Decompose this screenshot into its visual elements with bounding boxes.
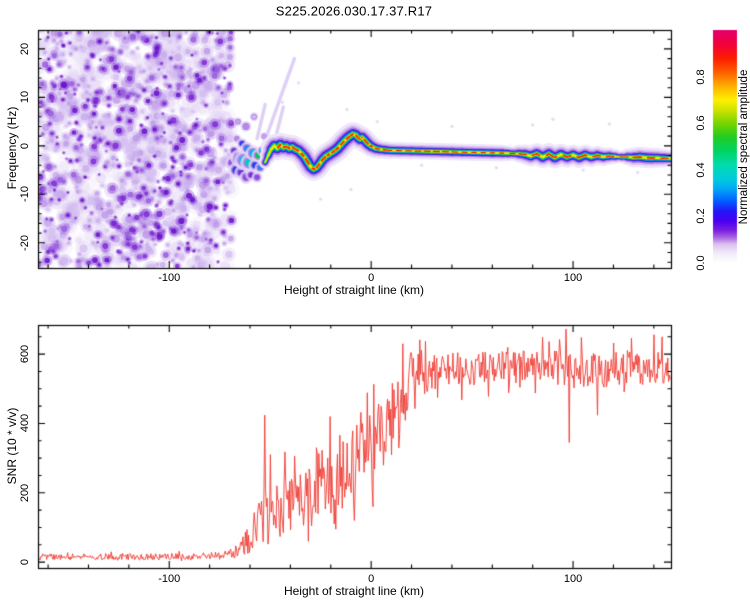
top-y-tick-label: 0 xyxy=(19,142,31,149)
bottom-x-axis-title: Height of straight line (km) xyxy=(283,584,425,598)
top-x-tick-label: 0 xyxy=(368,272,375,284)
bottom-y-tick-label: 200 xyxy=(19,483,31,502)
top-x-tick-label: 100 xyxy=(563,272,583,284)
top-x-tick-label: -100 xyxy=(158,272,181,284)
page-title: S225.2026.030.17.37.R17 xyxy=(275,3,433,19)
bottom-y-tick-label: 400 xyxy=(19,414,31,433)
bottom-x-tick-label: 100 xyxy=(563,573,583,585)
top-y-tick-label: 20 xyxy=(19,42,31,56)
colorbar-tick-label: 0.2 xyxy=(695,208,707,225)
top-x-axis-title: Height of straight line (km) xyxy=(283,283,425,297)
colorbar-tick-label: 0.0 xyxy=(695,255,707,271)
bottom-y-tick-label: 600 xyxy=(19,344,31,364)
colorbar-tick-label: 0.6 xyxy=(695,115,707,131)
top-y-tick-label: 10 xyxy=(19,91,31,104)
top-y-tick-label: -10 xyxy=(19,186,31,203)
bottom-x-tick-label: 0 xyxy=(368,573,375,585)
colorbar-title: Normalized spectral amplitude xyxy=(738,69,750,225)
bottom-y-axis-title: SNR (10 * v/v) xyxy=(5,407,19,485)
top-y-tick-label: -20 xyxy=(19,234,31,251)
colorbar-tick-label: 0.8 xyxy=(695,68,707,85)
colorbar-tick-label: 0.4 xyxy=(695,162,707,178)
top-y-axis-title: Frequency (Hz) xyxy=(5,106,19,190)
bottom-y-tick-label: 0 xyxy=(19,559,31,566)
bottom-x-tick-label: -100 xyxy=(158,573,181,585)
